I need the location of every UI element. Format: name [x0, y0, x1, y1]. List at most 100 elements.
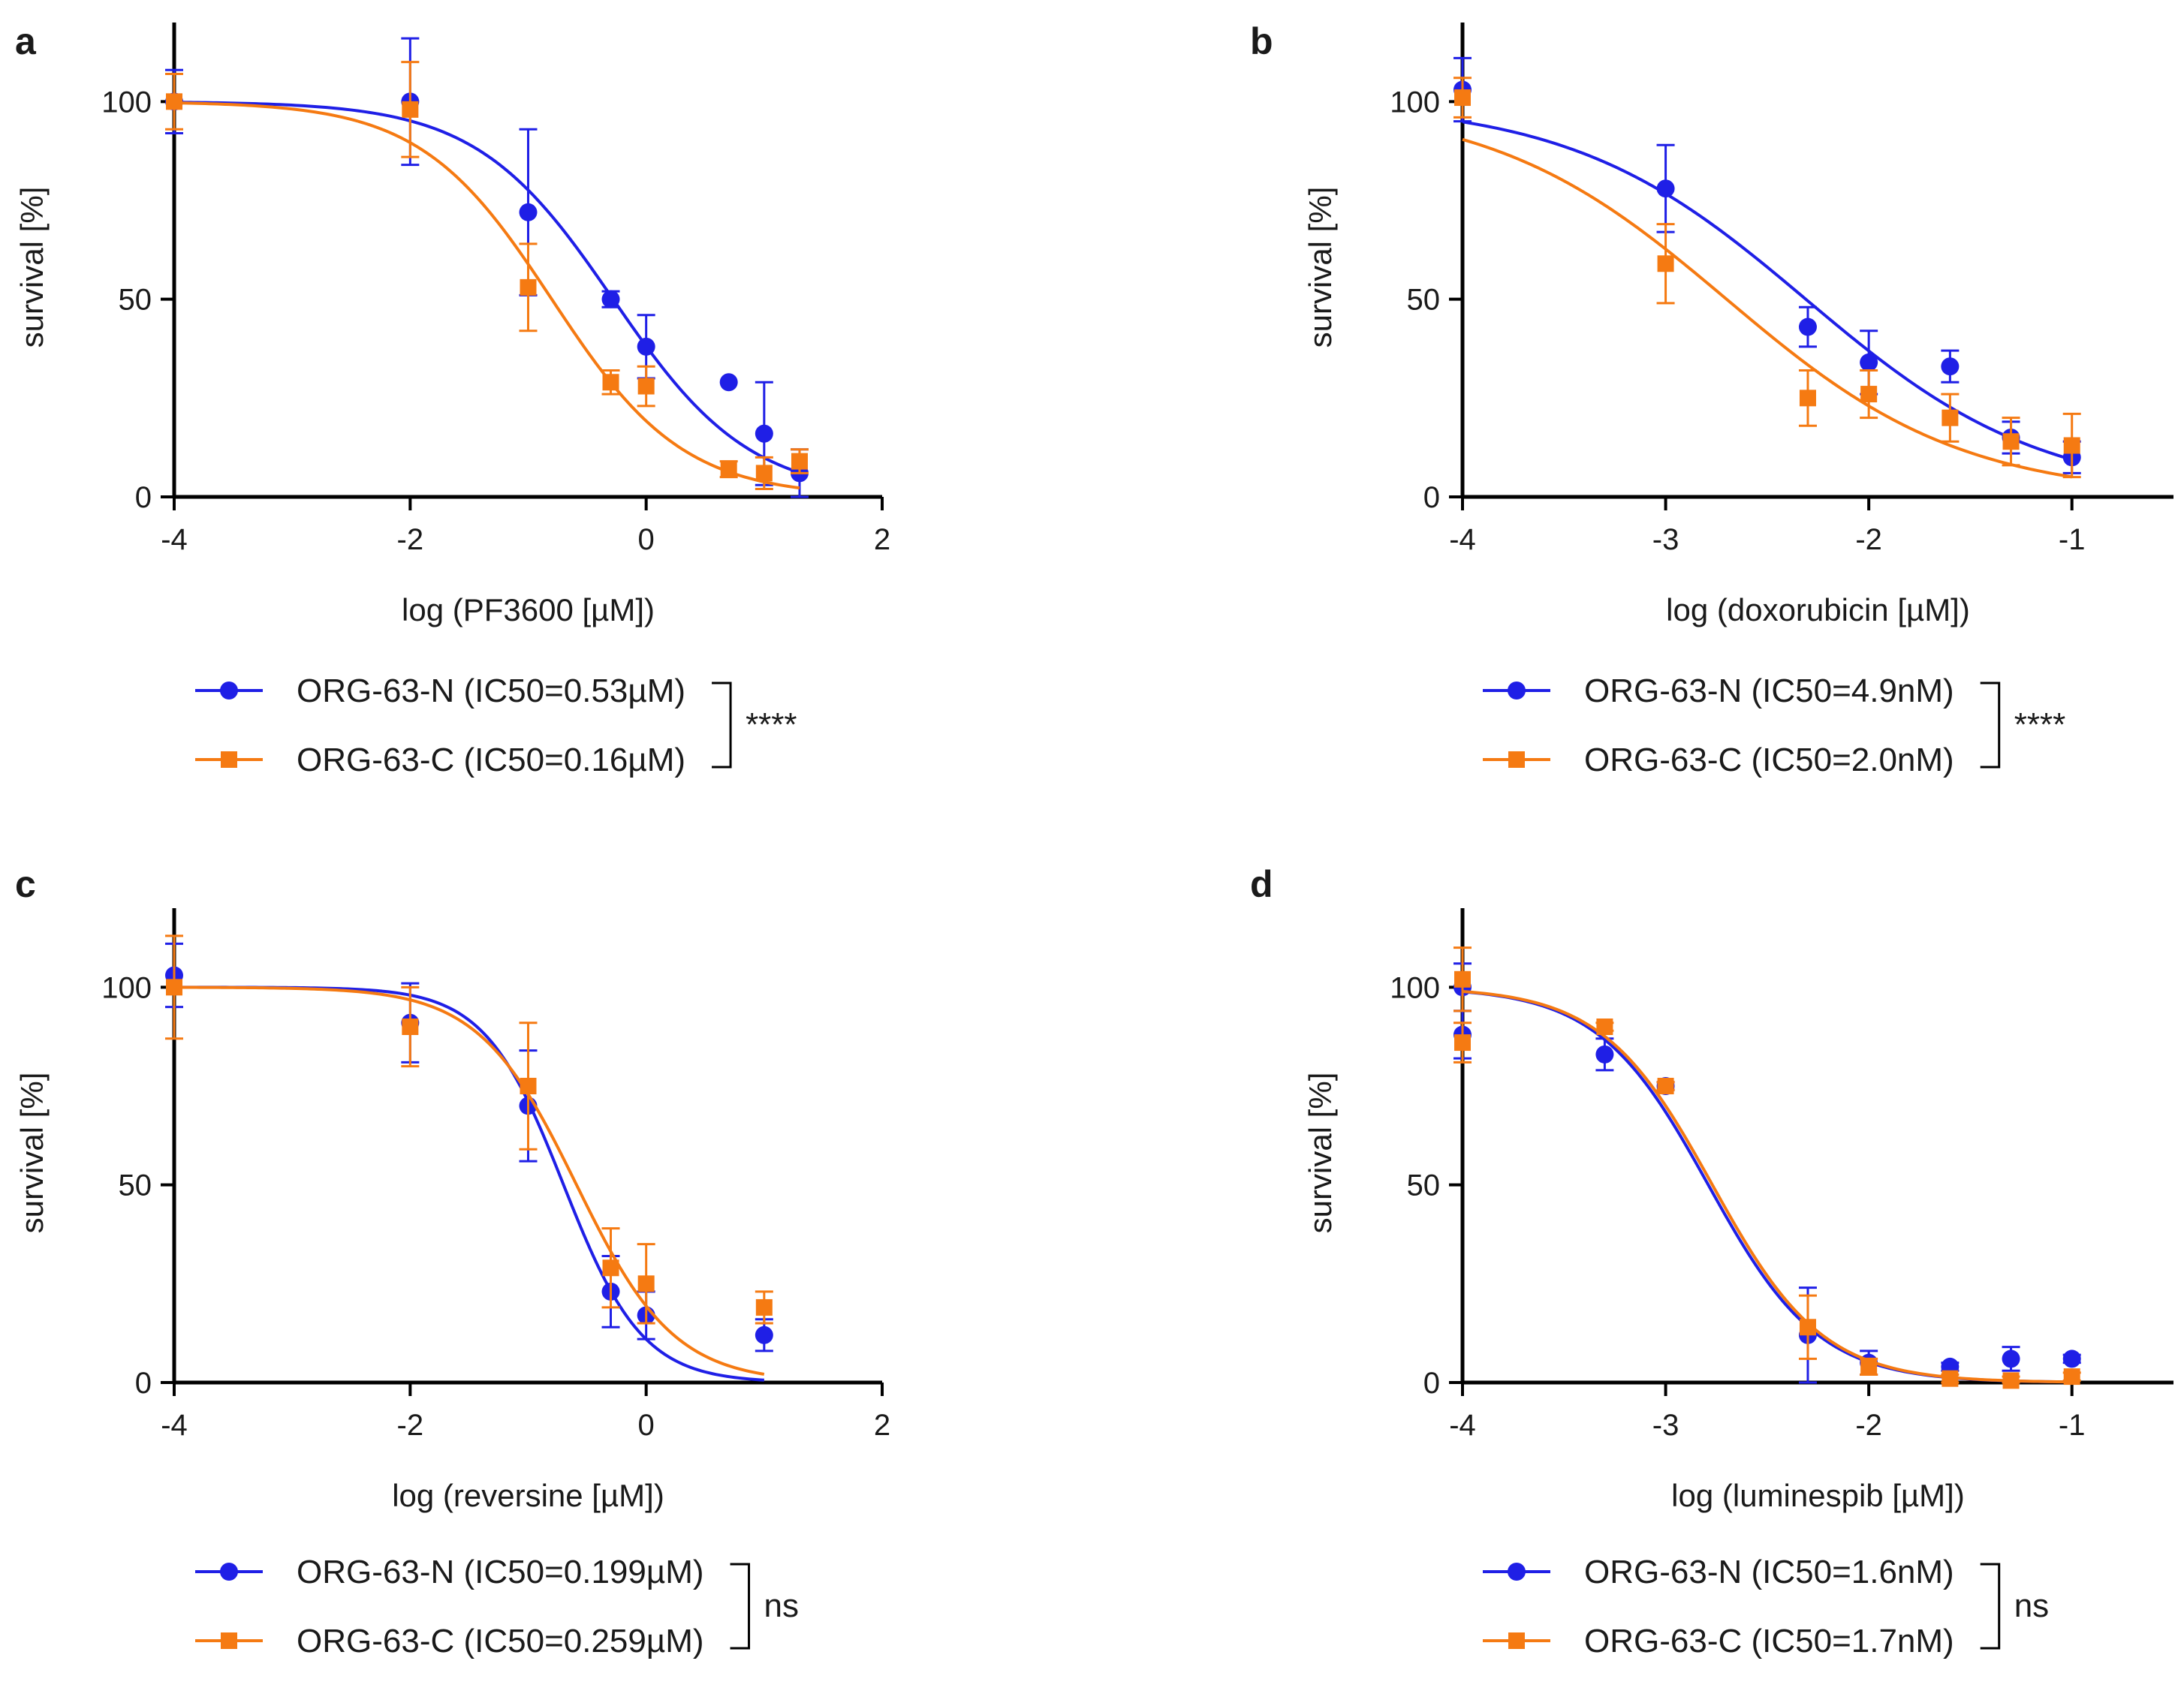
- data-point-orange: [1657, 1078, 1674, 1094]
- data-point-orange: [602, 374, 619, 391]
- legend-label-orange: ORG-63-C (IC50=2.0nM): [1584, 742, 1954, 778]
- fit-curve-blue: [1462, 120, 2073, 462]
- data-point-blue: [1941, 357, 1960, 376]
- data-point-orange: [2063, 437, 2080, 454]
- data-point-orange: [1454, 970, 1471, 988]
- panel-a-x-axis-label: log (PF3600 [µM]): [402, 592, 655, 627]
- significance-bracket: [730, 1563, 751, 1650]
- fit-curve-blue: [173, 101, 800, 474]
- panel-b-y-axis-label: survival [%]: [1303, 187, 1338, 348]
- panel-c-x-axis-label: log (reversine [µM]): [392, 1478, 664, 1513]
- legend-marker-orange: [1508, 751, 1525, 768]
- data-point-orange: [520, 1078, 537, 1094]
- fit-curve-orange: [1462, 137, 2073, 479]
- data-point-blue: [1656, 179, 1675, 198]
- data-point-orange: [1454, 1034, 1471, 1052]
- y-tick-label: 50: [119, 1169, 152, 1202]
- panel-c-letter: c: [15, 863, 36, 905]
- y-tick-label: 0: [1423, 1367, 1440, 1400]
- data-point-blue: [2002, 1350, 2020, 1368]
- fit-curve-orange: [173, 101, 800, 490]
- legend-marker-orange: [1508, 1632, 1525, 1649]
- fit-curve-orange: [1462, 989, 2072, 1384]
- legend-label-blue: ORG-63-N (IC50=1.6nM): [1584, 1554, 1954, 1590]
- data-point-orange: [791, 453, 808, 470]
- data-point-blue: [1798, 317, 1817, 336]
- legend-marker-orange: [221, 751, 237, 768]
- data-point-orange: [755, 1298, 773, 1316]
- significance-bracket: [1980, 682, 2001, 769]
- panel-d-y-axis-label: survival [%]: [1303, 1073, 1338, 1234]
- fit-curve-blue: [174, 985, 764, 1382]
- data-point-orange: [1860, 1358, 1878, 1375]
- data-point-orange: [1454, 89, 1471, 107]
- data-point-blue: [719, 373, 738, 392]
- panel-d-letter: d: [1250, 863, 1273, 905]
- y-tick-label: 50: [1407, 284, 1441, 317]
- y-tick-label: 0: [1423, 481, 1440, 514]
- legend-label-blue: ORG-63-N (IC50=0.199µM): [297, 1554, 704, 1590]
- legend-label-orange: ORG-63-C (IC50=0.259µM): [297, 1623, 704, 1659]
- legend-label-blue: ORG-63-N (IC50=0.53µM): [297, 672, 685, 709]
- data-point-orange: [720, 461, 737, 478]
- data-point-orange: [1799, 390, 1816, 407]
- significance-label: ns: [764, 1587, 799, 1624]
- x-tick-label: -4: [161, 523, 188, 556]
- data-point-orange: [166, 93, 182, 110]
- panel-b-x-axis-label: log (doxorubicin [µM]): [1666, 592, 1970, 627]
- data-point-orange: [1942, 1370, 1959, 1387]
- x-tick-label: -4: [1449, 523, 1476, 556]
- legend-marker-blue: [220, 1563, 238, 1581]
- data-point-orange: [1799, 1319, 1816, 1336]
- panel-a: a 0 50 100 -4 -2 0 2 log (PF3600 [µM]) surviva…: [14, 20, 890, 778]
- significance-label: ****: [2014, 706, 2066, 743]
- y-tick-label: 0: [135, 481, 152, 514]
- data-point-orange: [166, 979, 182, 996]
- x-tick-label: -4: [1449, 1409, 1476, 1442]
- data-point-orange: [2063, 1368, 2080, 1386]
- x-tick-label: -3: [1652, 1409, 1679, 1442]
- data-point-orange: [2002, 433, 2020, 450]
- panel-d-x-axis-label: log (luminespib [µM]): [1671, 1478, 1965, 1513]
- data-point-orange: [402, 101, 419, 118]
- y-tick-label: 50: [1407, 1169, 1441, 1202]
- y-tick-label: 100: [1390, 86, 1440, 119]
- y-tick-label: 0: [135, 1367, 152, 1400]
- data-point-orange: [602, 1259, 619, 1277]
- x-tick-label: 0: [638, 1409, 655, 1442]
- panel-b-letter: b: [1250, 20, 1273, 62]
- y-tick-label: 100: [101, 971, 152, 1004]
- data-point-blue: [601, 290, 620, 308]
- y-tick-label: 50: [119, 284, 152, 317]
- y-tick-label: 100: [1390, 971, 1440, 1004]
- data-point-blue: [1595, 1045, 1614, 1064]
- data-point-orange: [637, 1275, 655, 1292]
- x-tick-label: 2: [874, 1409, 890, 1442]
- x-tick-label: -2: [397, 1409, 424, 1442]
- panel-c: c 0 50 100 -4 -2 0 2 log (reversine [µM]) surv…: [14, 863, 890, 1659]
- data-point-orange: [755, 465, 773, 482]
- fit-curve-blue: [1462, 990, 2072, 1384]
- significance-label: ****: [746, 706, 797, 743]
- legend-marker-orange: [221, 1632, 237, 1649]
- data-point-orange: [2002, 1372, 2020, 1389]
- x-tick-label: -1: [2059, 1409, 2086, 1442]
- panel-a-y-axis-label: survival [%]: [14, 187, 50, 348]
- x-tick-label: -4: [161, 1409, 188, 1442]
- data-point-orange: [402, 1019, 419, 1035]
- data-point-blue: [755, 1325, 773, 1344]
- legend-marker-blue: [220, 682, 238, 700]
- y-tick-label: 100: [101, 86, 152, 119]
- legend-marker-blue: [1508, 1563, 1526, 1581]
- data-point-orange: [520, 278, 537, 296]
- panel-d: d 0 50 100 -4 -3 -2 -1 log (luminespib [µM]) s…: [1250, 863, 2173, 1659]
- data-point-blue: [1860, 353, 1878, 372]
- data-point-orange: [637, 378, 655, 395]
- x-tick-label: -2: [397, 523, 424, 556]
- fit-curve-orange: [173, 985, 765, 1376]
- x-tick-label: -2: [1855, 1409, 1882, 1442]
- data-point-blue: [2062, 1350, 2081, 1368]
- data-point-blue: [637, 337, 655, 356]
